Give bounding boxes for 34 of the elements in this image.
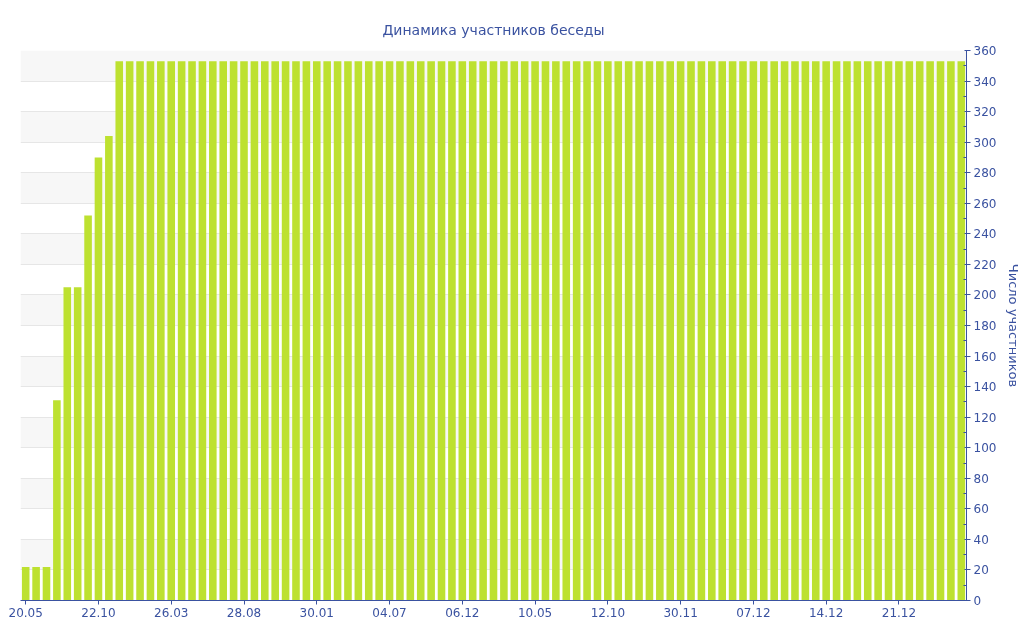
x-tick-label: 26.03 <box>154 605 189 620</box>
y-tick-label: 60 <box>973 502 989 517</box>
y-tick-label: 340 <box>973 74 997 89</box>
x-tick-label: 30.01 <box>299 605 334 620</box>
x-tick-label: 10.05 <box>517 605 553 620</box>
y-tick-label: 100 <box>973 441 997 456</box>
y-tick-label: 300 <box>973 135 997 150</box>
y-tick-label: 160 <box>973 349 997 364</box>
x-tick-label: 28.08 <box>226 605 262 620</box>
y-tick-label: 120 <box>973 410 997 425</box>
x-tick-label: 22.10 <box>81 605 116 620</box>
y-tick-label: 20 <box>973 563 989 578</box>
y-tick-label: 320 <box>973 105 997 120</box>
x-tick-label: 04.07 <box>372 605 407 620</box>
x-tick-label: 06.12 <box>445 605 480 620</box>
y-tick-label: 220 <box>973 257 997 272</box>
y-tick-label: 280 <box>973 166 997 181</box>
x-tick-label: 07.12 <box>736 605 771 620</box>
y-tick-label: 180 <box>973 319 997 333</box>
y-tick-label: 260 <box>973 196 997 211</box>
y-tick-label: 140 <box>973 380 997 395</box>
x-tick-label: 21.12 <box>881 605 917 620</box>
y-tick-label: 40 <box>973 532 989 547</box>
y-tick-label: 240 <box>973 227 997 242</box>
y-tick-label: 80 <box>973 471 989 486</box>
x-tick-label: 30.11 <box>663 605 698 620</box>
x-tick-label: 12.10 <box>590 605 626 620</box>
x-tick-label: 20.05 <box>8 605 43 620</box>
y-tick-label: 360 <box>973 44 997 58</box>
chart-title: Динамика участников беседы <box>382 21 605 38</box>
y-tick-label: 200 <box>973 288 997 303</box>
y-tick-label: 0 <box>973 594 982 608</box>
x-tick-label: 14.12 <box>808 605 844 620</box>
y-axis-title: Число участников <box>1006 263 1022 388</box>
